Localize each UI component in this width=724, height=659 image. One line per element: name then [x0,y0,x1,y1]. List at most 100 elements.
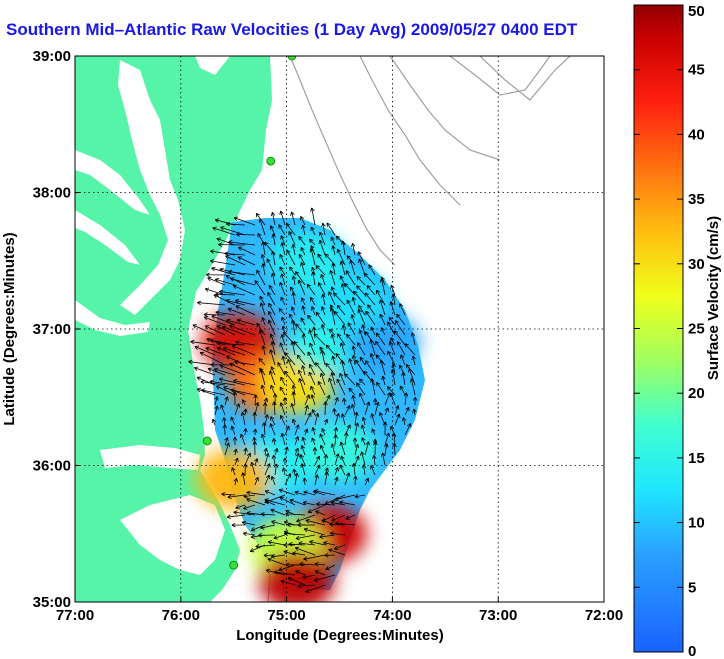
velocity-arrow [264,474,271,486]
velocity-arrow [356,275,366,286]
velocity-arrow [290,211,296,226]
velocity-arrow [229,362,256,376]
velocity-arrow [255,544,276,549]
velocity-arrow [259,368,266,386]
velocity-arrow [346,299,356,316]
velocity-arrow [410,332,416,346]
velocity-arrow [334,310,346,326]
velocity-arrow [230,425,236,436]
velocity-arrow [224,437,229,446]
velocity-arrow [267,557,286,566]
velocity-arrow [323,401,328,416]
y-tick-label: 35:00 [33,594,71,611]
velocity-arrow [336,304,346,316]
velocity-arrow [295,534,316,541]
velocity-arrow [301,305,306,316]
velocity-arrow [266,258,276,276]
colorbar-tick-label: 35 [688,191,705,208]
x-tick-label: 74:00 [373,607,411,624]
velocity-arrow [287,359,296,376]
velocity-arrow [320,273,326,286]
grid-lines [75,56,604,602]
velocity-arrow [280,296,286,306]
velocity-arrow [364,441,370,456]
velocity-arrow [333,427,339,436]
velocity-arrow [319,372,326,386]
colorbar-tick-label: 0 [688,643,696,659]
velocity-arrow [339,441,346,456]
velocity-arrow [213,367,236,376]
y-tick-label: 39:00 [33,48,71,65]
y-axis-label: Latitude (Degrees:Minutes) [1,232,18,425]
velocity-arrow [235,504,246,510]
velocity-arrow [301,365,306,376]
velocity-arrow [210,249,236,256]
velocity-arrow [328,291,336,306]
velocity-arrow [317,380,326,396]
velocity-arrow [232,436,238,446]
x-tick-label: 73:00 [479,607,517,624]
velocity-arrow [354,455,360,466]
velocity-arrow [394,413,401,426]
velocity-arrow [260,384,266,396]
velocity-arrow [401,417,407,426]
velocity-arrow [240,411,246,426]
velocity-arrow [301,224,306,236]
velocity-arrow [230,277,256,286]
velocity-arrow [351,462,357,476]
velocity-arrow [313,333,326,346]
velocity-arrow [264,414,269,426]
albemarle-sound [100,445,200,470]
y-tick-label: 37:00 [33,321,71,338]
velocity-arrow [303,490,316,496]
velocity-arrow [340,283,346,296]
velocity-arrow [351,296,356,306]
velocity-arrow [261,263,266,276]
velocity-arrow [301,436,306,446]
velocity-arrow [331,355,336,366]
velocity-arrow [341,324,347,336]
velocity-arrow [319,444,326,456]
velocity-arrow [258,218,266,236]
velocity-arrow [219,289,246,296]
velocity-arrow [295,570,306,576]
velocity-arrow [302,500,316,506]
velocity-arrow [273,570,296,576]
delaware-bay [195,56,230,75]
velocity-arrow [334,397,339,406]
velocity-arrow [279,402,286,416]
velocity-arrow [270,416,276,426]
velocity-arrow [370,326,376,336]
velocity-arrow [336,248,346,266]
velocity-arrow [371,428,376,436]
velocity-arrow [348,358,356,376]
velocity-arrow [223,386,246,396]
velocity-arrow [292,468,297,476]
velocity-arrow [320,324,326,336]
velocity-arrow [227,494,246,500]
velocity-arrow [269,225,276,236]
velocity-arrow [231,522,246,528]
velocity-arrow [356,382,366,396]
velocity-arrow [330,500,346,506]
velocity-arrow [279,266,286,276]
velocity-arrow [350,404,356,416]
velocity-arrow [294,546,316,556]
velocity-arrow [310,207,316,226]
velocity-arrow [312,447,318,456]
velocity-arrow [273,463,279,476]
velocity-arrow [408,368,416,386]
velocity-arrow [217,341,246,347]
velocity-arrow [336,378,346,396]
velocity-arrow [230,416,236,426]
velocity-arrow [396,313,406,326]
velocity-arrow [298,235,306,246]
velocity-arrow [243,531,256,537]
velocity-arrow [309,238,316,246]
velocity-arrow [335,521,356,526]
velocity-arrow [386,386,396,396]
velocity-arrow [323,418,329,426]
velocity-arrow [330,443,336,456]
velocity-arrow [270,366,276,376]
velocity-arrow [190,339,216,346]
